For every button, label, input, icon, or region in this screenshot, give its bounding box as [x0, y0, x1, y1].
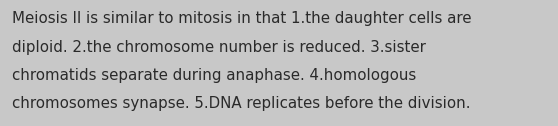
Text: Meiosis II is similar to mitosis in that 1.the daughter cells are: Meiosis II is similar to mitosis in that…: [12, 11, 472, 26]
Text: chromosomes synapse. 5.DNA replicates before the division.: chromosomes synapse. 5.DNA replicates be…: [12, 96, 471, 111]
Text: chromatids separate during anaphase. 4.homologous: chromatids separate during anaphase. 4.h…: [12, 68, 416, 83]
Text: diploid. 2.the chromosome number is reduced. 3.sister: diploid. 2.the chromosome number is redu…: [12, 40, 426, 55]
